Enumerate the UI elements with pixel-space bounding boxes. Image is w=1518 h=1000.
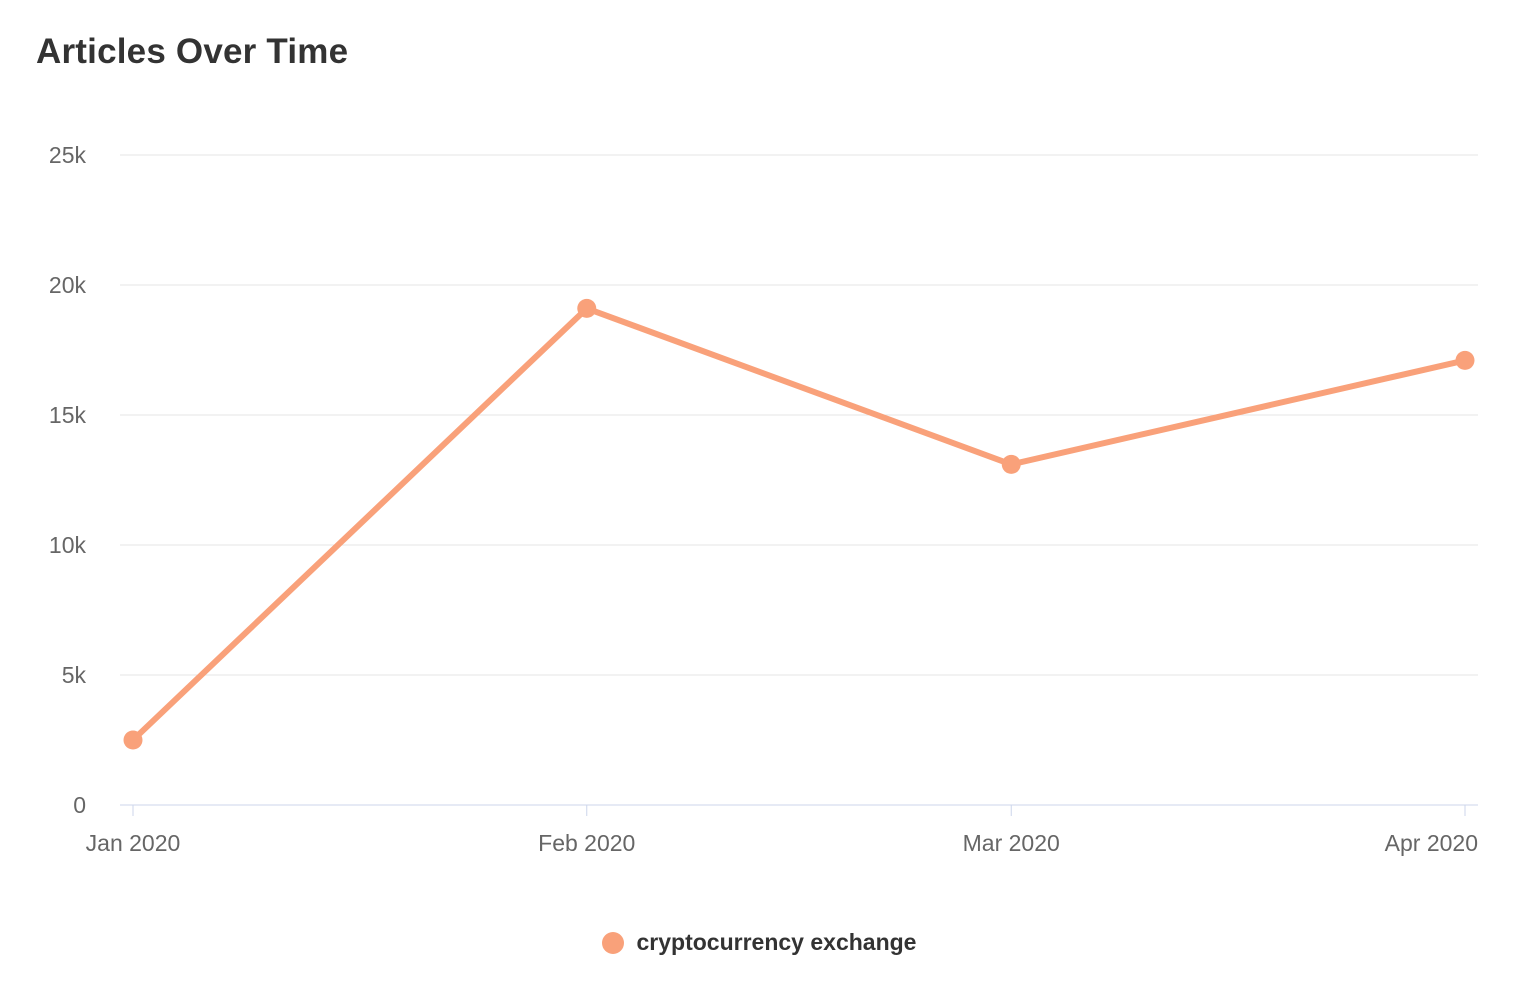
x-axis-label: Mar 2020 — [963, 830, 1060, 856]
legend: cryptocurrency exchange — [0, 929, 1518, 956]
y-axis-label: 0 — [73, 792, 86, 818]
series-line-cryptocurrency-exchange — [130, 305, 1468, 743]
y-axis-label: 5k — [62, 662, 87, 688]
y-axis-label: 20k — [49, 272, 87, 298]
data-point-feb-2020[interactable] — [577, 298, 597, 318]
legend-item-cryptocurrency-exchange[interactable]: cryptocurrency exchange — [601, 929, 917, 956]
chart-title: Articles Over Time — [36, 32, 349, 71]
data-point-mar-2020[interactable] — [1001, 454, 1021, 474]
y-axis-label: 10k — [49, 532, 87, 558]
data-point-apr-2020[interactable] — [1455, 350, 1475, 370]
y-axis-label: 15k — [49, 402, 87, 428]
data-point-jan-2020[interactable] — [123, 730, 143, 750]
legend-series-marker-icon — [601, 931, 624, 954]
legend-series-label: cryptocurrency exchange — [636, 929, 917, 955]
y-axis-label: 25k — [49, 142, 87, 168]
x-axis-label: Jan 2020 — [86, 830, 181, 856]
x-axis-label: Feb 2020 — [538, 830, 635, 856]
x-axis-label: Apr 2020 — [1385, 830, 1478, 856]
